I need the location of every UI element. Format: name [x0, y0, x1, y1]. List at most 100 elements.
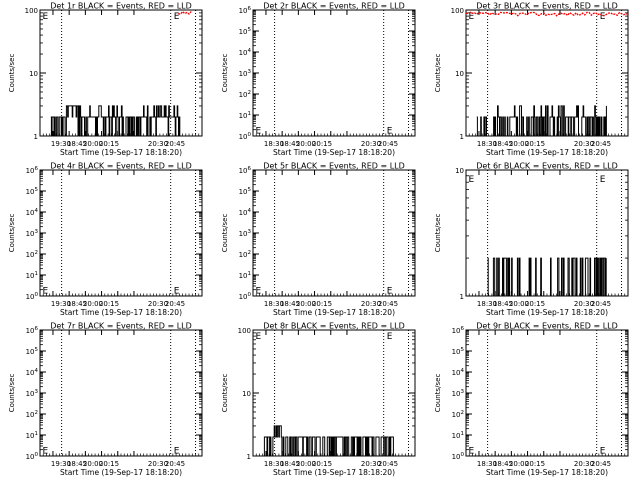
x-tick-label: 20:15 — [525, 460, 545, 468]
x-tick-label: 20:15 — [99, 300, 119, 308]
y-tick-label: 103 — [239, 69, 252, 78]
y-tick-label: 102 — [26, 250, 38, 259]
y-tick-label: 100 — [239, 132, 252, 141]
panel-title: Det 6r BLACK = Events, RED = LLD — [476, 162, 618, 171]
y-tick-label: 10 — [242, 390, 251, 398]
e-mark: E — [387, 127, 393, 137]
x-tick-label: 20:15 — [99, 460, 119, 468]
plot-frame — [252, 169, 416, 297]
panel-det-4: Det 4r BLACK = Events, RED = LLD Counts/s… — [8, 162, 203, 317]
events-series — [263, 425, 394, 457]
x-axis-label: Start Time (19-Sep-17 18:18:20) — [60, 308, 182, 317]
x-tick-label: 19:30 — [51, 460, 71, 468]
x-tick-label: 20:00 — [509, 300, 529, 308]
x-axis-label: Start Time (19-Sep-17 18:18:20) — [60, 468, 182, 477]
y-tick-label: 1 — [460, 133, 464, 141]
y-tick-label: 101 — [26, 431, 38, 440]
y-tick-label: 100 — [26, 452, 39, 461]
e-mark: E — [600, 175, 606, 185]
panel-det-5: Det 5r BLACK = Events, RED = LLD Counts/s… — [221, 162, 416, 317]
y-tick-label: 102 — [239, 250, 251, 259]
x-axis-label: Start Time (19-Sep-17 18:18:20) — [486, 308, 608, 317]
y-tick-label: 106 — [26, 166, 39, 175]
x-tick-label: 20:30 — [574, 460, 594, 468]
panel-det-7: Det 7r BLACK = Events, RED = LLD Counts/s… — [8, 322, 203, 477]
x-tick-label: 20:45 — [165, 300, 185, 308]
e-mark: E — [256, 287, 262, 297]
y-tick-label: 106 — [26, 326, 39, 335]
e-mark: E — [469, 175, 475, 185]
y-tick-label: 105 — [239, 27, 252, 36]
plot-frame — [39, 169, 203, 297]
x-tick-label: 20:30 — [361, 140, 381, 148]
panel-det-8: Det 8r BLACK = Events, RED = LLD Counts/s… — [221, 322, 416, 477]
plot-frame — [252, 9, 416, 137]
x-axis-label: Start Time (19-Sep-17 18:18:20) — [486, 148, 608, 157]
panel-title: Det 5r BLACK = Events, RED = LLD — [263, 162, 405, 171]
e-mark: E — [256, 332, 262, 342]
x-tick-label: 18:45 — [280, 300, 300, 308]
panel-det-3: Det 3r BLACK = Events, RED = LLD Counts/s… — [434, 2, 629, 157]
panel-det-6: Det 6r BLACK = Events, RED = LLD Counts/s… — [434, 162, 629, 317]
lld-series — [178, 10, 192, 15]
x-tick-label: 18:30 — [264, 140, 284, 148]
x-axis-label: Start Time (19-Sep-17 18:18:20) — [273, 148, 395, 157]
y-tick-label: 103 — [239, 229, 252, 238]
y-axis-label: Counts/sec — [221, 54, 229, 93]
x-tick-label: 18:45 — [67, 460, 87, 468]
e-mark: E — [174, 12, 180, 22]
y-axis-label: Counts/sec — [221, 374, 229, 413]
x-tick-label: 18:45 — [67, 140, 87, 148]
y-axis-label: Counts/sec — [434, 214, 442, 253]
e-mark: E — [256, 127, 262, 137]
events-series — [476, 105, 607, 137]
y-axis-label: Counts/sec — [221, 214, 229, 253]
y-tick-label: 101 — [26, 271, 38, 280]
panel-title: Det 4r BLACK = Events, RED = LLD — [50, 162, 192, 171]
y-tick-label: 1 — [247, 453, 251, 461]
x-tick-label: 20:00 — [83, 460, 103, 468]
x-axis-label: Start Time (19-Sep-17 18:18:20) — [273, 468, 395, 477]
x-tick-label: 20:30 — [574, 140, 594, 148]
x-tick-label: 20:15 — [525, 300, 545, 308]
y-tick-label: 102 — [26, 410, 38, 419]
panel-det-9: Det 9r BLACK = Events, RED = LLD Counts/s… — [434, 322, 629, 477]
y-tick-label: 102 — [239, 90, 251, 99]
y-axis-label: Counts/sec — [8, 214, 16, 253]
x-tick-label: 18:30 — [477, 300, 497, 308]
panel-title: Det 8r BLACK = Events, RED = LLD — [263, 322, 405, 331]
lld-series — [465, 11, 629, 17]
x-tick-label: 20:30 — [361, 460, 381, 468]
y-tick-label: 100 — [238, 327, 251, 335]
y-tick-label: 101 — [452, 431, 464, 440]
y-tick-label: 106 — [452, 326, 465, 335]
x-tick-label: 20:30 — [148, 300, 168, 308]
e-mark: E — [469, 447, 475, 457]
x-tick-label: 20:30 — [148, 460, 168, 468]
y-tick-label: 106 — [239, 6, 252, 15]
x-tick-label: 20:30 — [361, 300, 381, 308]
x-tick-label: 20:45 — [591, 140, 611, 148]
y-tick-label: 1 — [460, 293, 464, 301]
x-tick-label: 20:00 — [296, 300, 316, 308]
y-tick-label: 104 — [26, 368, 39, 377]
x-tick-label: 18:45 — [493, 140, 513, 148]
x-tick-label: 20:00 — [509, 140, 529, 148]
y-axis-label: Counts/sec — [434, 54, 442, 93]
x-tick-label: 20:15 — [525, 140, 545, 148]
x-tick-label: 20:45 — [165, 140, 185, 148]
y-tick-label: 10 — [455, 167, 464, 175]
x-tick-label: 20:00 — [296, 460, 316, 468]
x-tick-label: 18:30 — [264, 300, 284, 308]
panel-title: Det 3r BLACK = Events, RED = LLD — [476, 2, 618, 11]
e-mark: E — [174, 447, 180, 457]
x-tick-label: 18:30 — [264, 460, 284, 468]
panel-title: Det 1r BLACK = Events, RED = LLD — [50, 2, 192, 11]
y-tick-label: 10 — [455, 70, 464, 78]
x-axis-label: Start Time (19-Sep-17 18:18:20) — [486, 468, 608, 477]
x-tick-label: 20:30 — [574, 300, 594, 308]
e-mark: E — [387, 332, 393, 342]
panel-title: Det 2r BLACK = Events, RED = LLD — [263, 2, 405, 11]
panel-det-2: Det 2r BLACK = Events, RED = LLD Counts/s… — [221, 2, 416, 157]
